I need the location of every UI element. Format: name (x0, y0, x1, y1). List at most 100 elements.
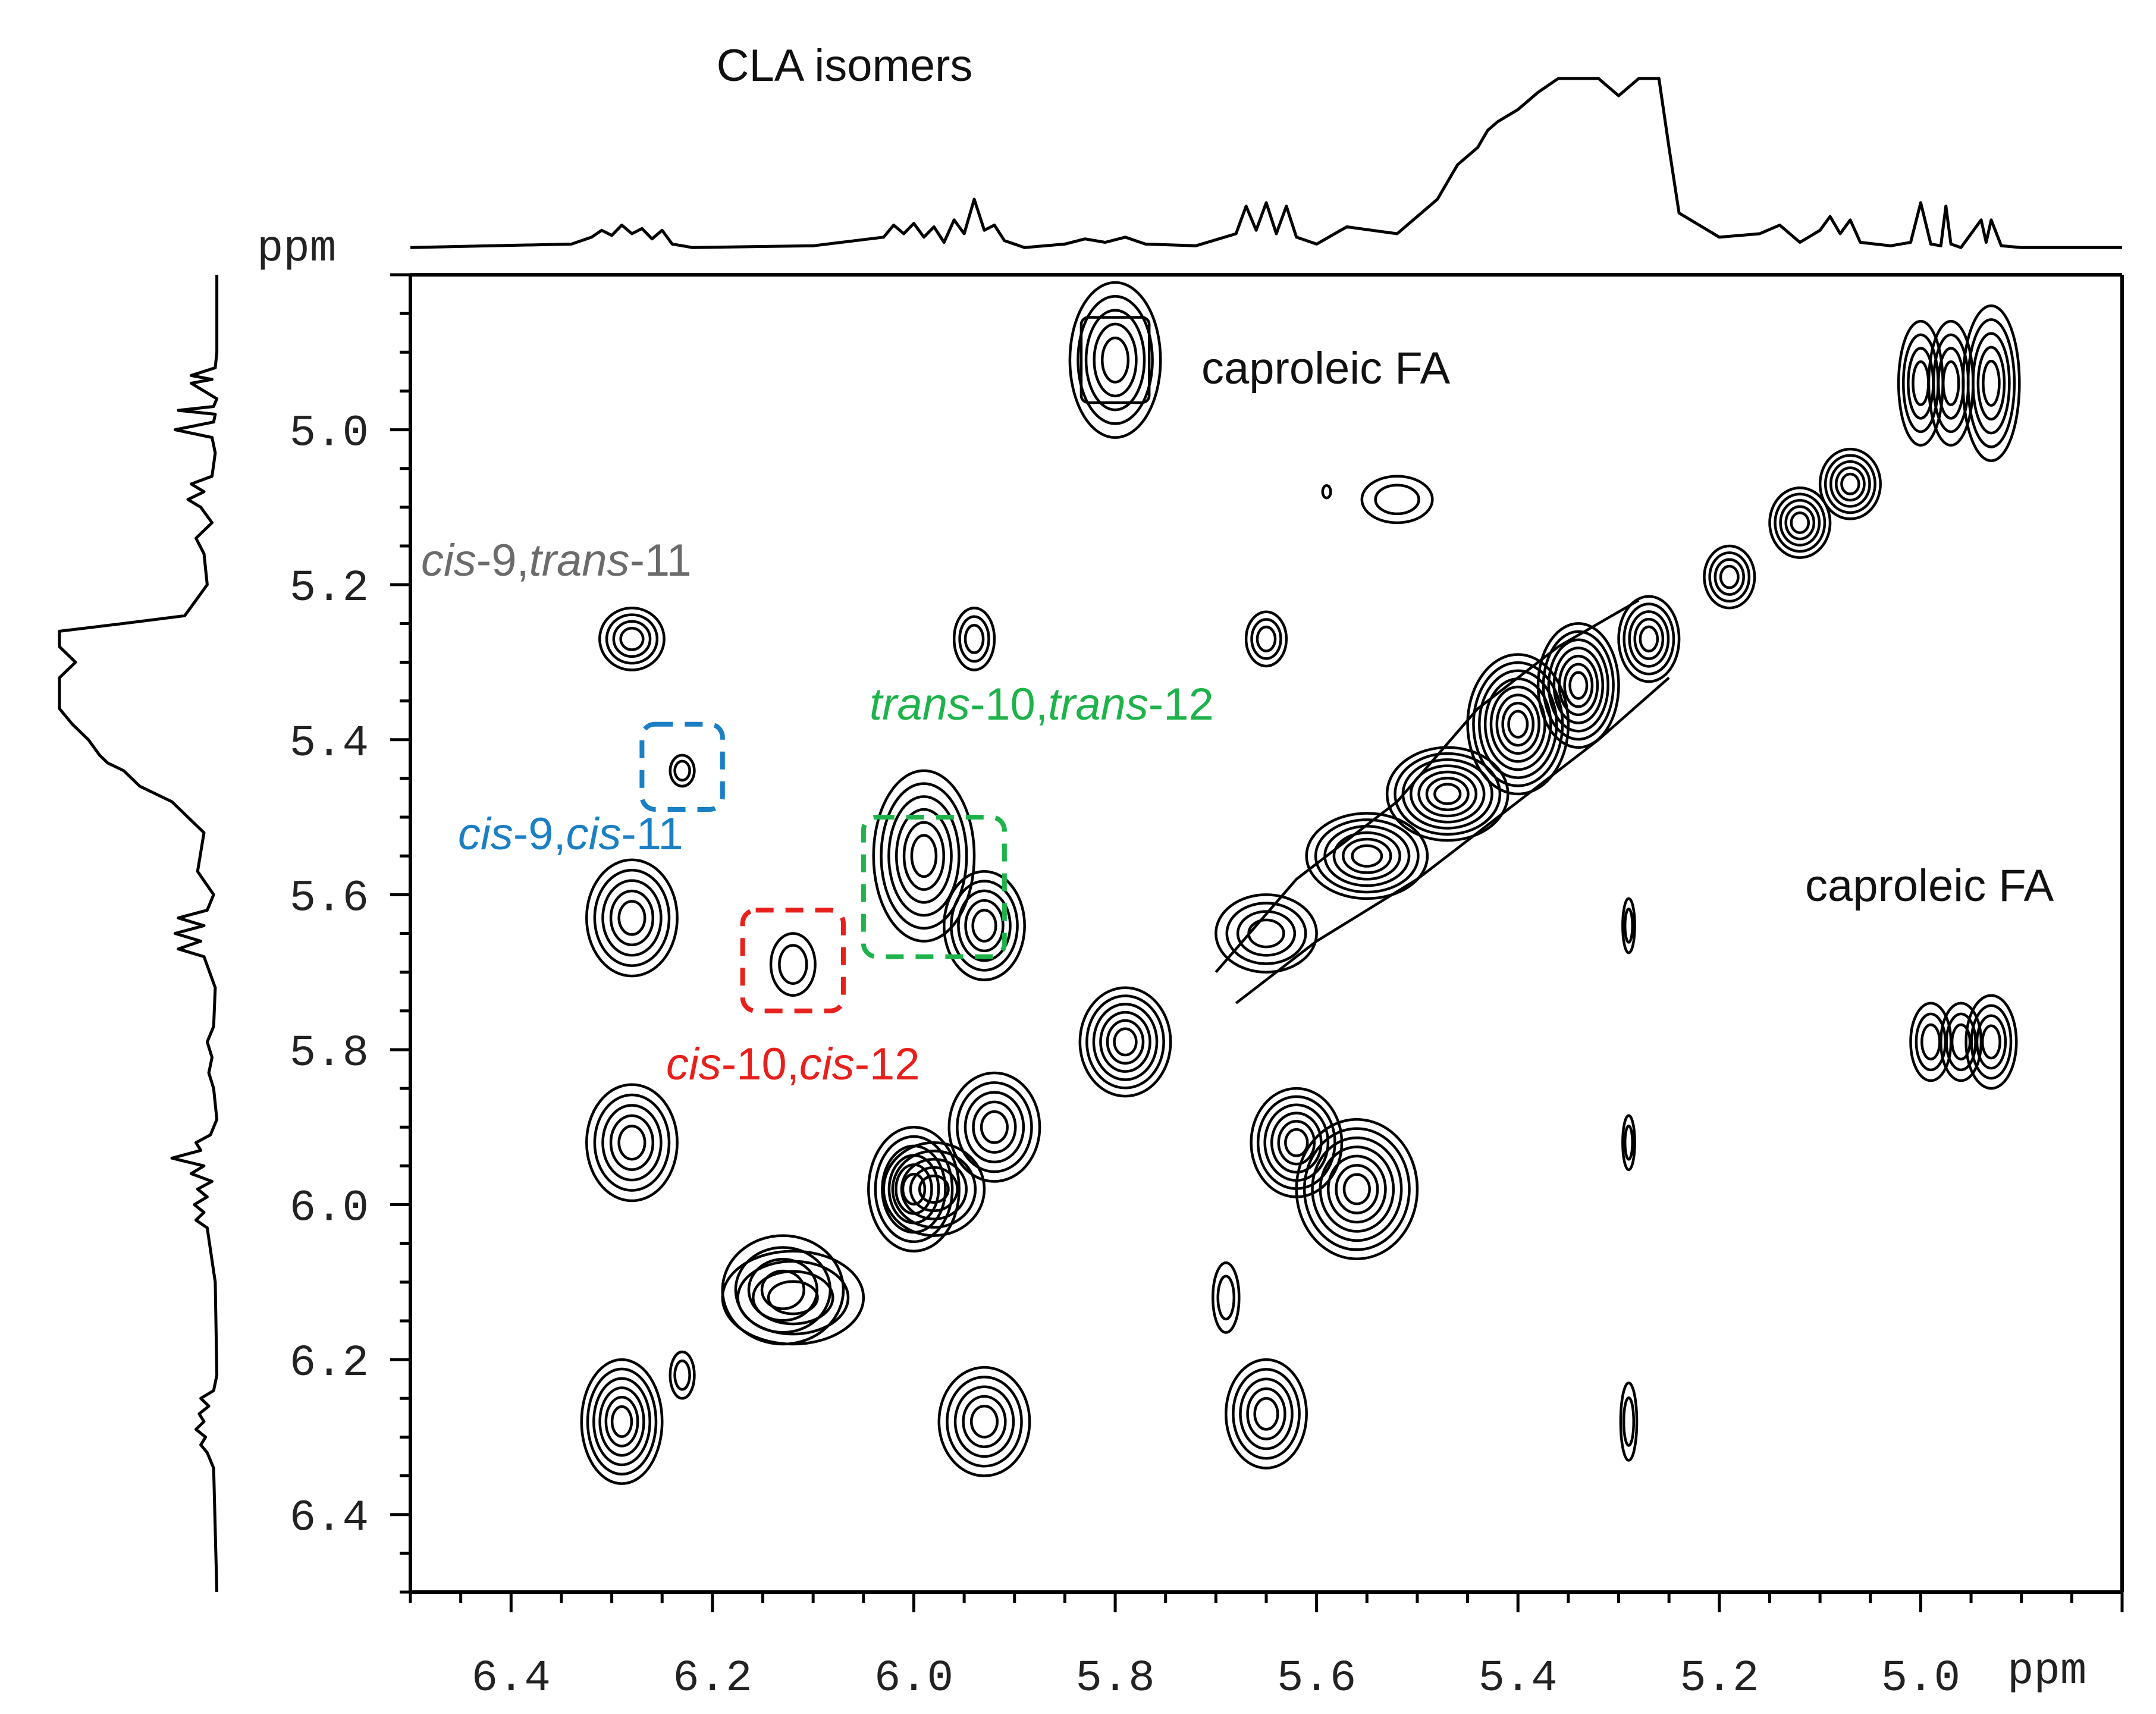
contour-level (902, 821, 945, 891)
contour-level (1558, 654, 1599, 717)
contour-level (673, 1359, 691, 1391)
contour-level (1092, 1003, 1159, 1081)
contour-level (604, 1396, 639, 1448)
contour-level (980, 1110, 1009, 1144)
contour-level (964, 623, 985, 654)
label-trans10-trans12: trans-10,trans-12 (870, 679, 1214, 730)
contour-level (1321, 484, 1332, 500)
contour-level (1622, 1396, 1636, 1447)
contour-level (1335, 1164, 1379, 1214)
contour-level (767, 1280, 819, 1316)
diagonal-peak (721, 1250, 865, 1346)
contour-level (1394, 752, 1502, 836)
caproleic-label-right: caproleic FA (1805, 861, 2054, 911)
contour-level (673, 759, 691, 782)
left-projection (58, 275, 219, 1593)
contour-level (895, 808, 953, 904)
contour-level (1385, 746, 1509, 842)
diagonal-peak (1536, 622, 1620, 749)
contour-layer (580, 281, 2021, 1485)
contour-level (1713, 558, 1745, 596)
cross-peak (669, 1350, 696, 1400)
contour-level (887, 795, 961, 917)
diagonal-peak (1214, 893, 1318, 974)
contour-level (1617, 595, 1681, 683)
contour-level (1920, 1023, 1941, 1061)
contour-level (1239, 1377, 1294, 1451)
cross-peak (1962, 304, 2021, 462)
contour-level (972, 1100, 1017, 1154)
contour-level (585, 858, 679, 978)
contour-level (1962, 304, 2021, 462)
contour-level (1501, 702, 1535, 747)
contour-level (1433, 783, 1462, 805)
contour-level (1552, 646, 1605, 724)
contour-level (1319, 1145, 1395, 1233)
y-tick-label: 5.2 (290, 564, 369, 614)
cross-peak (1360, 475, 1434, 525)
contour-level (880, 782, 968, 930)
axes-layer: 6.4 6.2 6.0 5.8 5.6 5.4 5.2 5.0 5.0 5.2 5.4 5.6 5.8 6… (290, 273, 2124, 1704)
cross-peak (1244, 610, 1288, 668)
contour-level (947, 1071, 1041, 1183)
contour-level (1417, 770, 1478, 818)
contour-level (1639, 625, 1659, 653)
contour-level (1950, 1023, 1972, 1061)
cross-peak (1225, 1358, 1308, 1470)
contour-level (1078, 986, 1172, 1098)
contour-level (1247, 918, 1285, 949)
label-cis9-cis11: cis-9,cis-11 (458, 809, 683, 859)
contour-level (910, 834, 938, 878)
contour-level (1708, 551, 1751, 603)
contour-level (953, 1385, 1015, 1458)
contour-level (1425, 776, 1470, 811)
contour-level (617, 900, 647, 936)
contour-level (1768, 486, 1832, 559)
contour-level (1250, 618, 1282, 660)
x-tick-label: 6.0 (874, 1654, 953, 1704)
contour-level (1563, 663, 1594, 708)
highlight-box (861, 815, 1007, 959)
contour-level (962, 1395, 1007, 1448)
contour-level (1703, 544, 1756, 610)
contour-level (1982, 359, 2001, 407)
contour-level (969, 1405, 999, 1439)
label-cis10-cis12: cis-10,cis-12 (666, 1039, 920, 1090)
contour-level (586, 1367, 658, 1476)
contour-level (1409, 764, 1486, 824)
cross-peak (1295, 1117, 1419, 1260)
cross-peak (937, 1365, 1031, 1477)
contour-level (605, 613, 659, 665)
contour-level (721, 1250, 865, 1346)
contour-level (1295, 1117, 1419, 1260)
diagonal-peak (1818, 447, 1882, 520)
contour-level (736, 1260, 850, 1336)
x-tick-label: 5.4 (1479, 1654, 1558, 1704)
x-tick-label: 6.2 (673, 1654, 752, 1704)
contour-level (957, 889, 1012, 962)
contour-level (918, 1174, 950, 1204)
contour-level (619, 627, 645, 651)
cross-peak (585, 1083, 679, 1203)
contour-level (1976, 346, 2006, 421)
contour-level (874, 1135, 954, 1244)
contour-level (1829, 460, 1871, 508)
contour-level (1332, 831, 1401, 881)
contour-level (1542, 630, 1615, 741)
contour-level (1623, 602, 1675, 676)
contour-level (609, 889, 655, 947)
highlight-box-layer (639, 721, 1007, 1013)
contour-level (1623, 1124, 1634, 1161)
contour-level (1536, 622, 1620, 749)
x-tick-label: 5.6 (1277, 1654, 1356, 1704)
contour-level (1912, 360, 1930, 406)
contour-level (1326, 1154, 1387, 1224)
contour-level (956, 1081, 1033, 1173)
contour-level (950, 880, 1019, 972)
contour-level (867, 1125, 961, 1252)
contour-level (612, 620, 652, 658)
contour-level (1970, 1004, 2013, 1080)
contour-level (1212, 1261, 1241, 1334)
cross-peak (943, 870, 1026, 981)
contour-level (1093, 322, 1138, 398)
